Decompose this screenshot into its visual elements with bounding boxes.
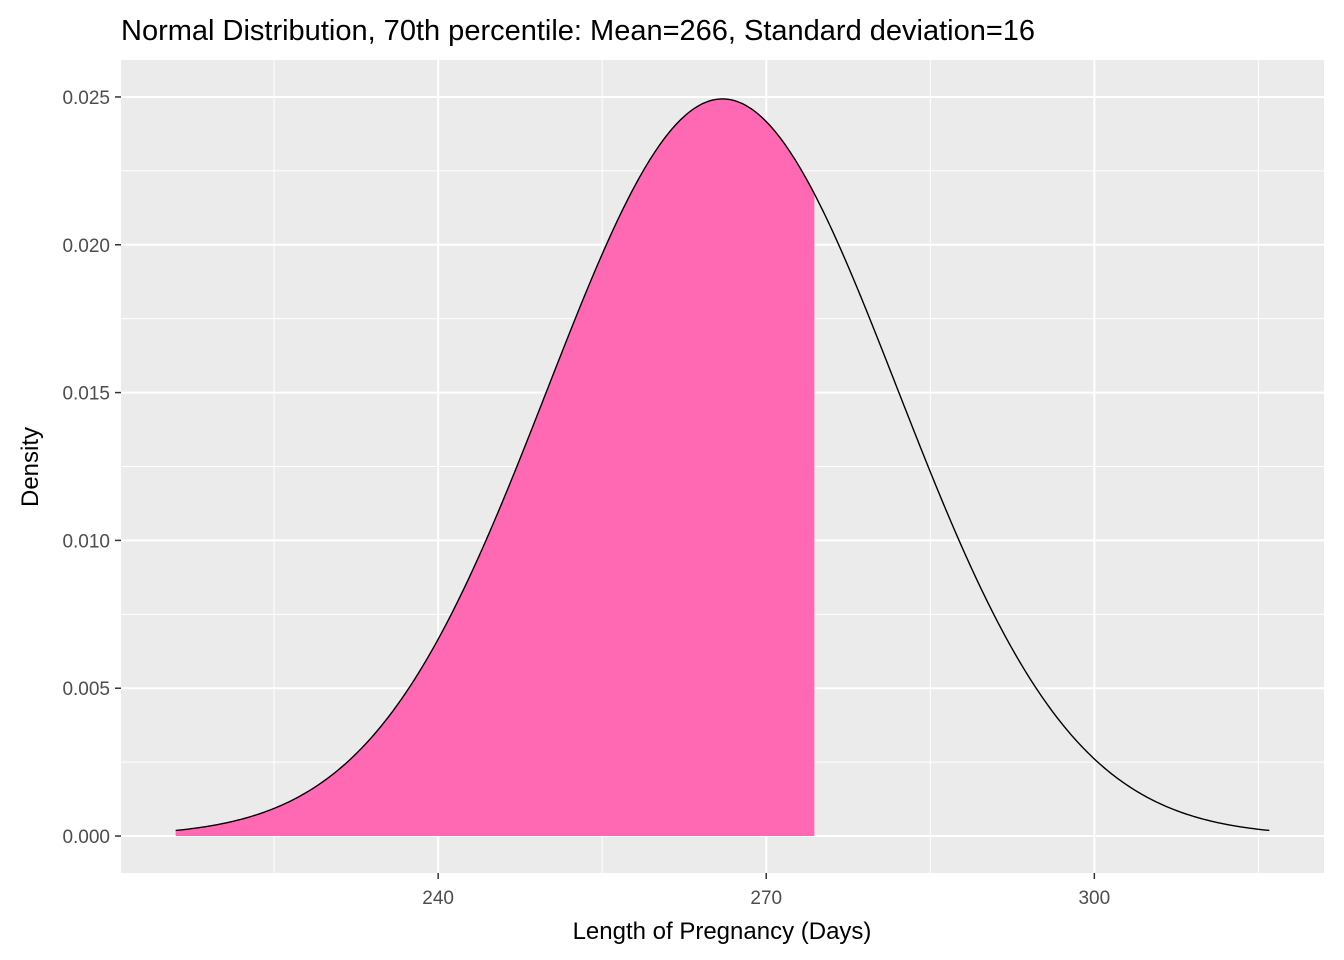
percentile-shaded-area bbox=[175, 98, 815, 837]
y-tick-label: 0.000 bbox=[62, 827, 110, 848]
y-tick-label: 0.010 bbox=[62, 531, 110, 552]
y-tick-label: 0.025 bbox=[62, 88, 110, 109]
x-axis-title: Length of Pregnancy (Days) bbox=[573, 918, 872, 945]
x-tick-label: 240 bbox=[422, 888, 454, 909]
x-axis: 240 270 300 bbox=[422, 873, 1110, 909]
y-tick-label: 0.005 bbox=[62, 679, 110, 700]
chart-title: Normal Distribution, 70th percentile: Me… bbox=[121, 15, 1035, 47]
y-axis-title: Density bbox=[17, 427, 44, 507]
y-tick-label: 0.020 bbox=[62, 236, 110, 257]
x-tick-label: 270 bbox=[750, 888, 782, 909]
y-tick-label: 0.015 bbox=[62, 384, 110, 405]
density-curve bbox=[175, 98, 1270, 832]
x-tick-label: 300 bbox=[1078, 888, 1110, 909]
y-axis: 0.000 0.005 0.010 0.015 0.020 0.025 bbox=[62, 88, 121, 848]
